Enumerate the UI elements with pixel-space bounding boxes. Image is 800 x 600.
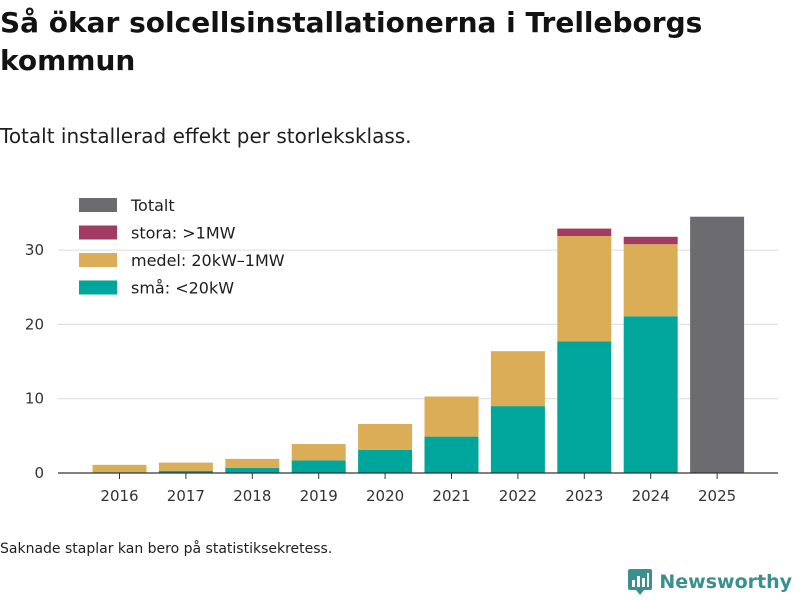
y-tick-label: 30 xyxy=(25,241,44,259)
bar-sma-2018 xyxy=(225,467,280,473)
legend-swatch-medel xyxy=(79,253,117,267)
x-tick-label: 2022 xyxy=(499,487,537,505)
legend-swatch-stora xyxy=(79,225,117,240)
y-axis-ticks: 0 10 20 30 xyxy=(25,241,44,482)
bar-sma-2019 xyxy=(291,460,346,473)
legend-label-stora: stora: >1MW xyxy=(131,224,236,243)
chart-title: Så ökar solcellsinstallationerna i Trell… xyxy=(0,6,703,77)
bar-medel-2020 xyxy=(358,423,413,450)
legend-swatch-sma xyxy=(79,280,117,295)
bar-medel-2016 xyxy=(92,464,147,473)
bars xyxy=(92,216,745,473)
brand-logo: Newsworthy xyxy=(627,568,792,596)
x-tick-label: 2016 xyxy=(100,487,138,505)
bar-stora-2024 xyxy=(623,236,678,245)
x-tick-label: 2023 xyxy=(565,487,603,505)
stacked-bar-chart: 0 10 20 30 2016 2017 2018 2019 2020 2021 2022 2023… xyxy=(25,196,778,505)
bar-medel-2017 xyxy=(158,462,213,471)
bar-sma-2020 xyxy=(358,449,413,473)
x-tick-label: 2025 xyxy=(698,487,736,505)
y-tick-label: 10 xyxy=(25,390,44,408)
bar-medel-2021 xyxy=(424,396,479,437)
y-tick-label: 20 xyxy=(25,315,44,333)
newsworthy-logo-icon xyxy=(628,569,653,595)
legend-label-medel: medel: 20kW–1MW xyxy=(131,251,285,270)
legend: Totalt stora: >1MW medel: 20kW–1MW små: <20… xyxy=(79,196,285,298)
x-tick-label: 2020 xyxy=(366,487,404,505)
x-axis-ticks: 2016 2017 2018 2019 2020 2021 2022 2023 2024 2025 xyxy=(100,473,736,505)
chart-subtitle: Totalt installerad effekt per storlekskl… xyxy=(0,124,412,148)
bar-sma-2017 xyxy=(158,470,213,473)
bar-totalt-2025 xyxy=(690,216,745,473)
bar-medel-2023 xyxy=(557,236,612,342)
bar-sma-2024 xyxy=(623,316,678,473)
x-tick-label: 2021 xyxy=(432,487,470,505)
y-tick-label: 0 xyxy=(34,464,44,482)
bar-medel-2019 xyxy=(291,444,346,461)
legend-label-sma: små: <20kW xyxy=(131,279,234,298)
bar-sma-2023 xyxy=(557,341,612,473)
brand-name: Newsworthy xyxy=(659,571,792,593)
bar-stora-2023 xyxy=(557,228,612,237)
x-tick-label: 2024 xyxy=(632,487,670,505)
legend-swatch-totalt xyxy=(79,198,117,212)
footnote: Saknade staplar kan bero på statistiksek… xyxy=(0,541,333,557)
bar-medel-2024 xyxy=(623,244,678,317)
x-tick-label: 2017 xyxy=(167,487,205,505)
bar-sma-2022 xyxy=(490,406,545,473)
legend-label-totalt: Totalt xyxy=(130,196,175,215)
bar-sma-2021 xyxy=(424,436,479,473)
bar-medel-2018 xyxy=(225,458,280,468)
bar-medel-2022 xyxy=(490,351,545,407)
x-tick-label: 2019 xyxy=(300,487,338,505)
x-tick-label: 2018 xyxy=(233,487,271,505)
